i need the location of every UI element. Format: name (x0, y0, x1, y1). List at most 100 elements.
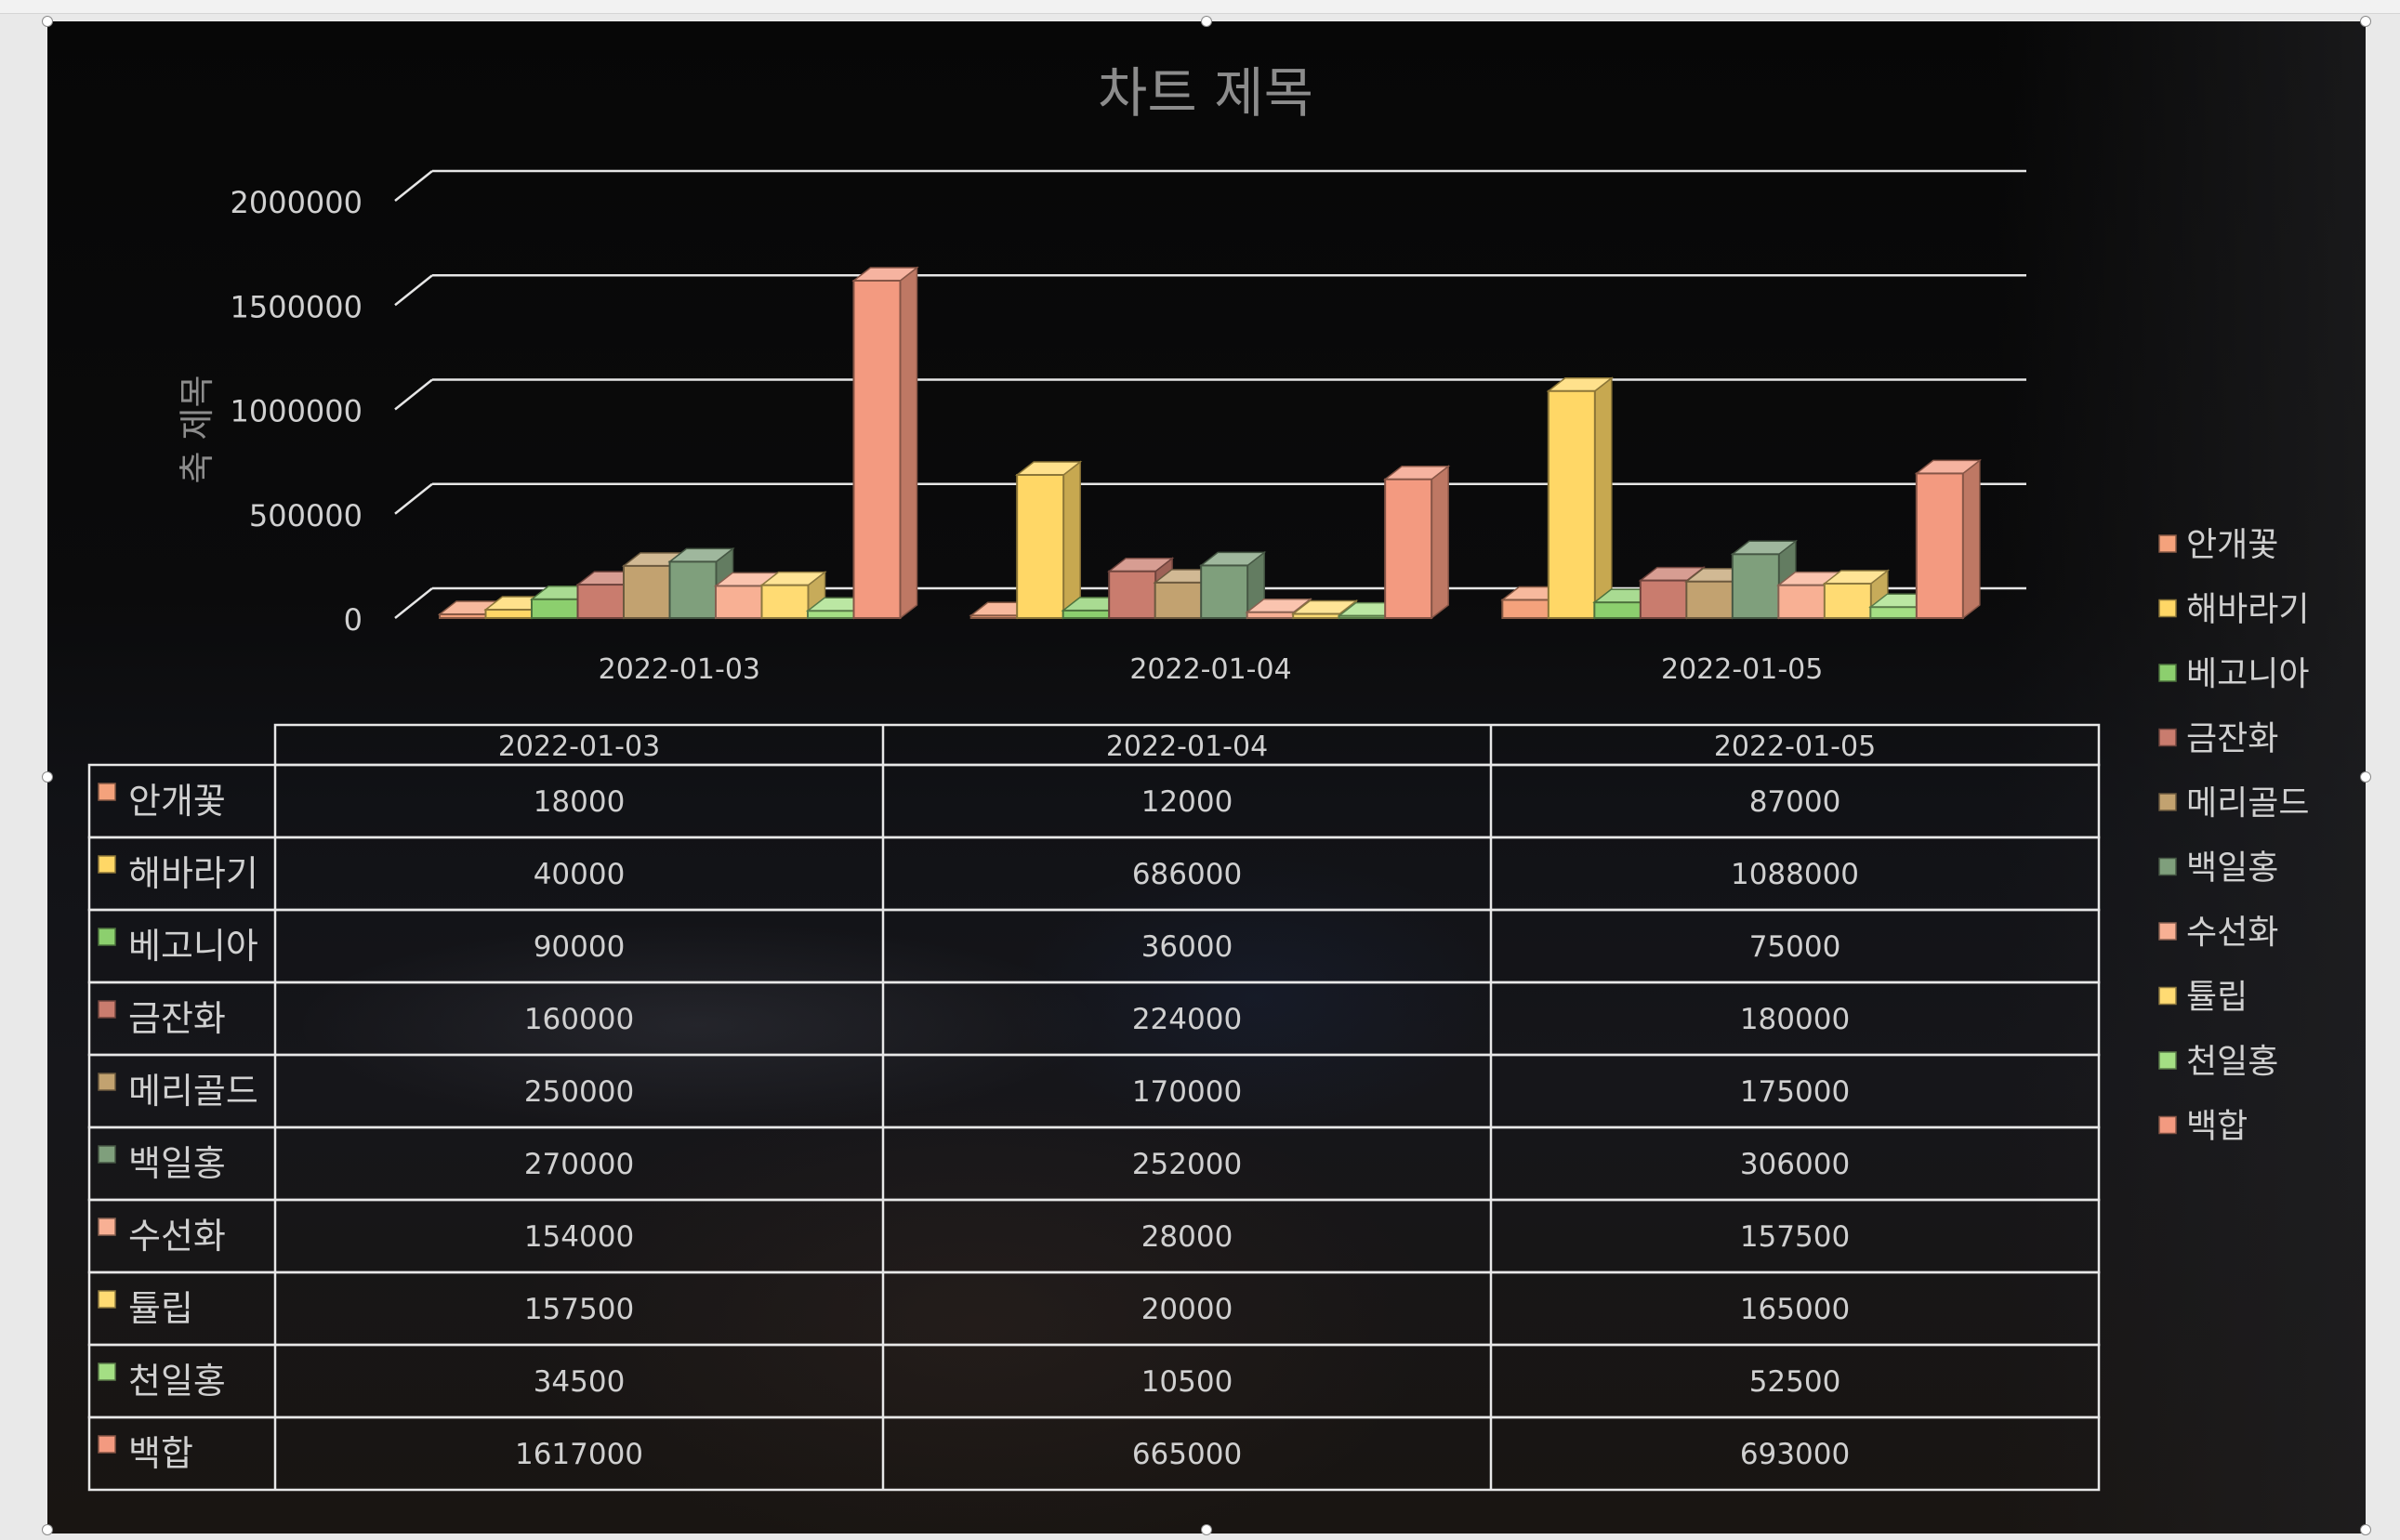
data-table-value-cell: 270000 (524, 1148, 634, 1181)
data-table-row[interactable]: 해바라기 40000 686000 1088000 (87, 836, 2101, 912)
x-axis-ticks: 2022-01-03 2022-01-04 2022-01-05 (599, 653, 1824, 686)
data-table-legend-key (98, 1362, 116, 1381)
data-table-value-cell: 18000 (534, 785, 626, 819)
x-tick-label: 2022-01-05 (1661, 653, 1823, 686)
data-table-value-cell: 665000 (1132, 1438, 1242, 1471)
legend-item[interactable]: 안개꽃 (2158, 526, 2278, 564)
chart-title[interactable]: 차트 제목 (1098, 61, 1313, 125)
bar-front (1685, 580, 1734, 620)
data-table-series-name: 백합 (128, 1433, 193, 1474)
legend-label: 금잔화 (2186, 720, 2278, 758)
bar-front (1547, 389, 1596, 619)
legend-item[interactable]: 해바라기 (2158, 591, 2309, 629)
legend-item[interactable]: 금잔화 (2158, 720, 2278, 758)
chart-area[interactable] (47, 21, 2366, 1533)
data-table-value-cell: 224000 (1132, 1003, 1242, 1036)
data-table-row[interactable]: 천일홍 34500 10500 52500 (87, 1343, 2101, 1419)
bar-front (1501, 599, 1550, 620)
legend-item[interactable]: 메리골드 (2158, 784, 2309, 823)
y-tick-label: 1500000 (230, 289, 363, 324)
legend-item[interactable]: 천일홍 (2158, 1043, 2278, 1081)
selection-handle-top-right[interactable] (2360, 16, 2371, 27)
data-table-row[interactable]: 백합 1617000 665000 693000 (87, 1415, 2101, 1492)
data-table-row[interactable]: 백일홍 270000 252000 306000 (87, 1125, 2101, 1202)
legend-item[interactable]: 백합 (2158, 1108, 2248, 1146)
top-ruler (0, 0, 2400, 14)
bar[interactable] (1198, 550, 1267, 620)
gridline-depth (394, 482, 433, 515)
legend-swatch (2158, 1115, 2177, 1135)
legend-item[interactable]: 베고니아 (2158, 655, 2309, 693)
data-table-header-cell: 2022-01-04 (1106, 731, 1268, 763)
legend-item[interactable]: 백일홍 (2158, 849, 2278, 888)
data-table-series-name: 금잔화 (128, 998, 226, 1039)
bar[interactable] (1014, 460, 1083, 620)
data-table-legend-key (98, 1290, 116, 1309)
bar-front (969, 614, 1019, 620)
selection-handle-bottom-left[interactable] (42, 1524, 53, 1535)
data-table-value-cell: 157500 (524, 1293, 634, 1326)
data-table[interactable]: 2022-01-03 2022-01-04 2022-01-05 안개꽃 18000 12… (87, 723, 2101, 1492)
selection-handle-bottom-middle[interactable] (1201, 1524, 1212, 1535)
data-table-value-cell: 40000 (534, 858, 626, 891)
data-table-value-cell: 154000 (524, 1220, 634, 1254)
data-table-value-cell: 34500 (534, 1365, 626, 1399)
selection-handle-top-middle[interactable] (1201, 16, 1212, 27)
y-tick-label: 500000 (249, 498, 363, 533)
data-table-row-border (87, 1415, 2101, 1492)
legend-swatch (2158, 1051, 2177, 1070)
data-table-row[interactable]: 금잔화 160000 224000 180000 (87, 981, 2101, 1057)
data-table-legend-key (98, 855, 116, 874)
legend-label: 안개꽃 (2186, 526, 2278, 564)
data-table-value-cell: 250000 (524, 1075, 634, 1109)
data-table-value-cell: 75000 (1749, 930, 1841, 964)
selection-handle-middle-right[interactable] (2360, 771, 2371, 783)
data-table-value-cell: 87000 (1749, 785, 1841, 819)
bar-front (623, 564, 671, 619)
y-axis-title[interactable]: 축 제목 (177, 375, 218, 484)
legend-item[interactable]: 수선화 (2158, 914, 2278, 952)
bars[interactable] (437, 266, 1983, 620)
bar-front (1915, 472, 1964, 620)
bar-side (899, 266, 918, 620)
bar-front (1062, 609, 1111, 620)
selection-handle-middle-left[interactable] (42, 771, 53, 783)
data-table-row[interactable]: 수선화 154000 28000 157500 (87, 1198, 2101, 1274)
data-table-legend-key (98, 1145, 116, 1164)
y-tick-label: 2000000 (230, 185, 363, 220)
data-table-series-name: 메리골드 (128, 1071, 258, 1112)
bar[interactable] (1546, 376, 1615, 620)
bar-front (1200, 564, 1249, 620)
legend-label: 수선화 (2186, 914, 2278, 952)
data-table-row[interactable]: 메리골드 250000 170000 175000 (87, 1053, 2101, 1129)
data-table-value-cell: 693000 (1740, 1438, 1850, 1471)
data-table-value-cell: 160000 (524, 1003, 634, 1036)
legend-swatch (2158, 986, 2177, 1006)
bar-front (1016, 473, 1065, 620)
legend-item[interactable]: 튤립 (2158, 979, 2248, 1017)
bar-front (1108, 570, 1157, 619)
selection-handle-top-left[interactable] (42, 16, 53, 27)
bar-front (1593, 601, 1642, 619)
data-table-row[interactable]: 베고니아 90000 36000 75000 (87, 908, 2101, 984)
bar-front (760, 584, 810, 619)
legend-label: 해바라기 (2186, 591, 2309, 629)
gridline-depth (394, 274, 433, 307)
data-table-row[interactable]: 튤립 157500 20000 165000 (87, 1270, 2101, 1347)
legend-swatch (2158, 599, 2177, 618)
legend-label: 백일홍 (2186, 849, 2278, 888)
bar[interactable] (851, 266, 919, 620)
bar-side (1594, 376, 1613, 620)
bar[interactable] (1914, 458, 1983, 620)
data-table-row[interactable]: 안개꽃 18000 12000 87000 (87, 763, 2101, 839)
legend-swatch (2158, 728, 2177, 747)
bar-side (1431, 465, 1449, 620)
bar[interactable] (1382, 465, 1451, 620)
data-table-value-cell: 90000 (534, 930, 626, 964)
bar-front (1246, 611, 1295, 619)
selection-handle-bottom-right[interactable] (2360, 1524, 2371, 1535)
legend-label: 베고니아 (2186, 655, 2309, 693)
bar[interactable] (1106, 557, 1175, 620)
